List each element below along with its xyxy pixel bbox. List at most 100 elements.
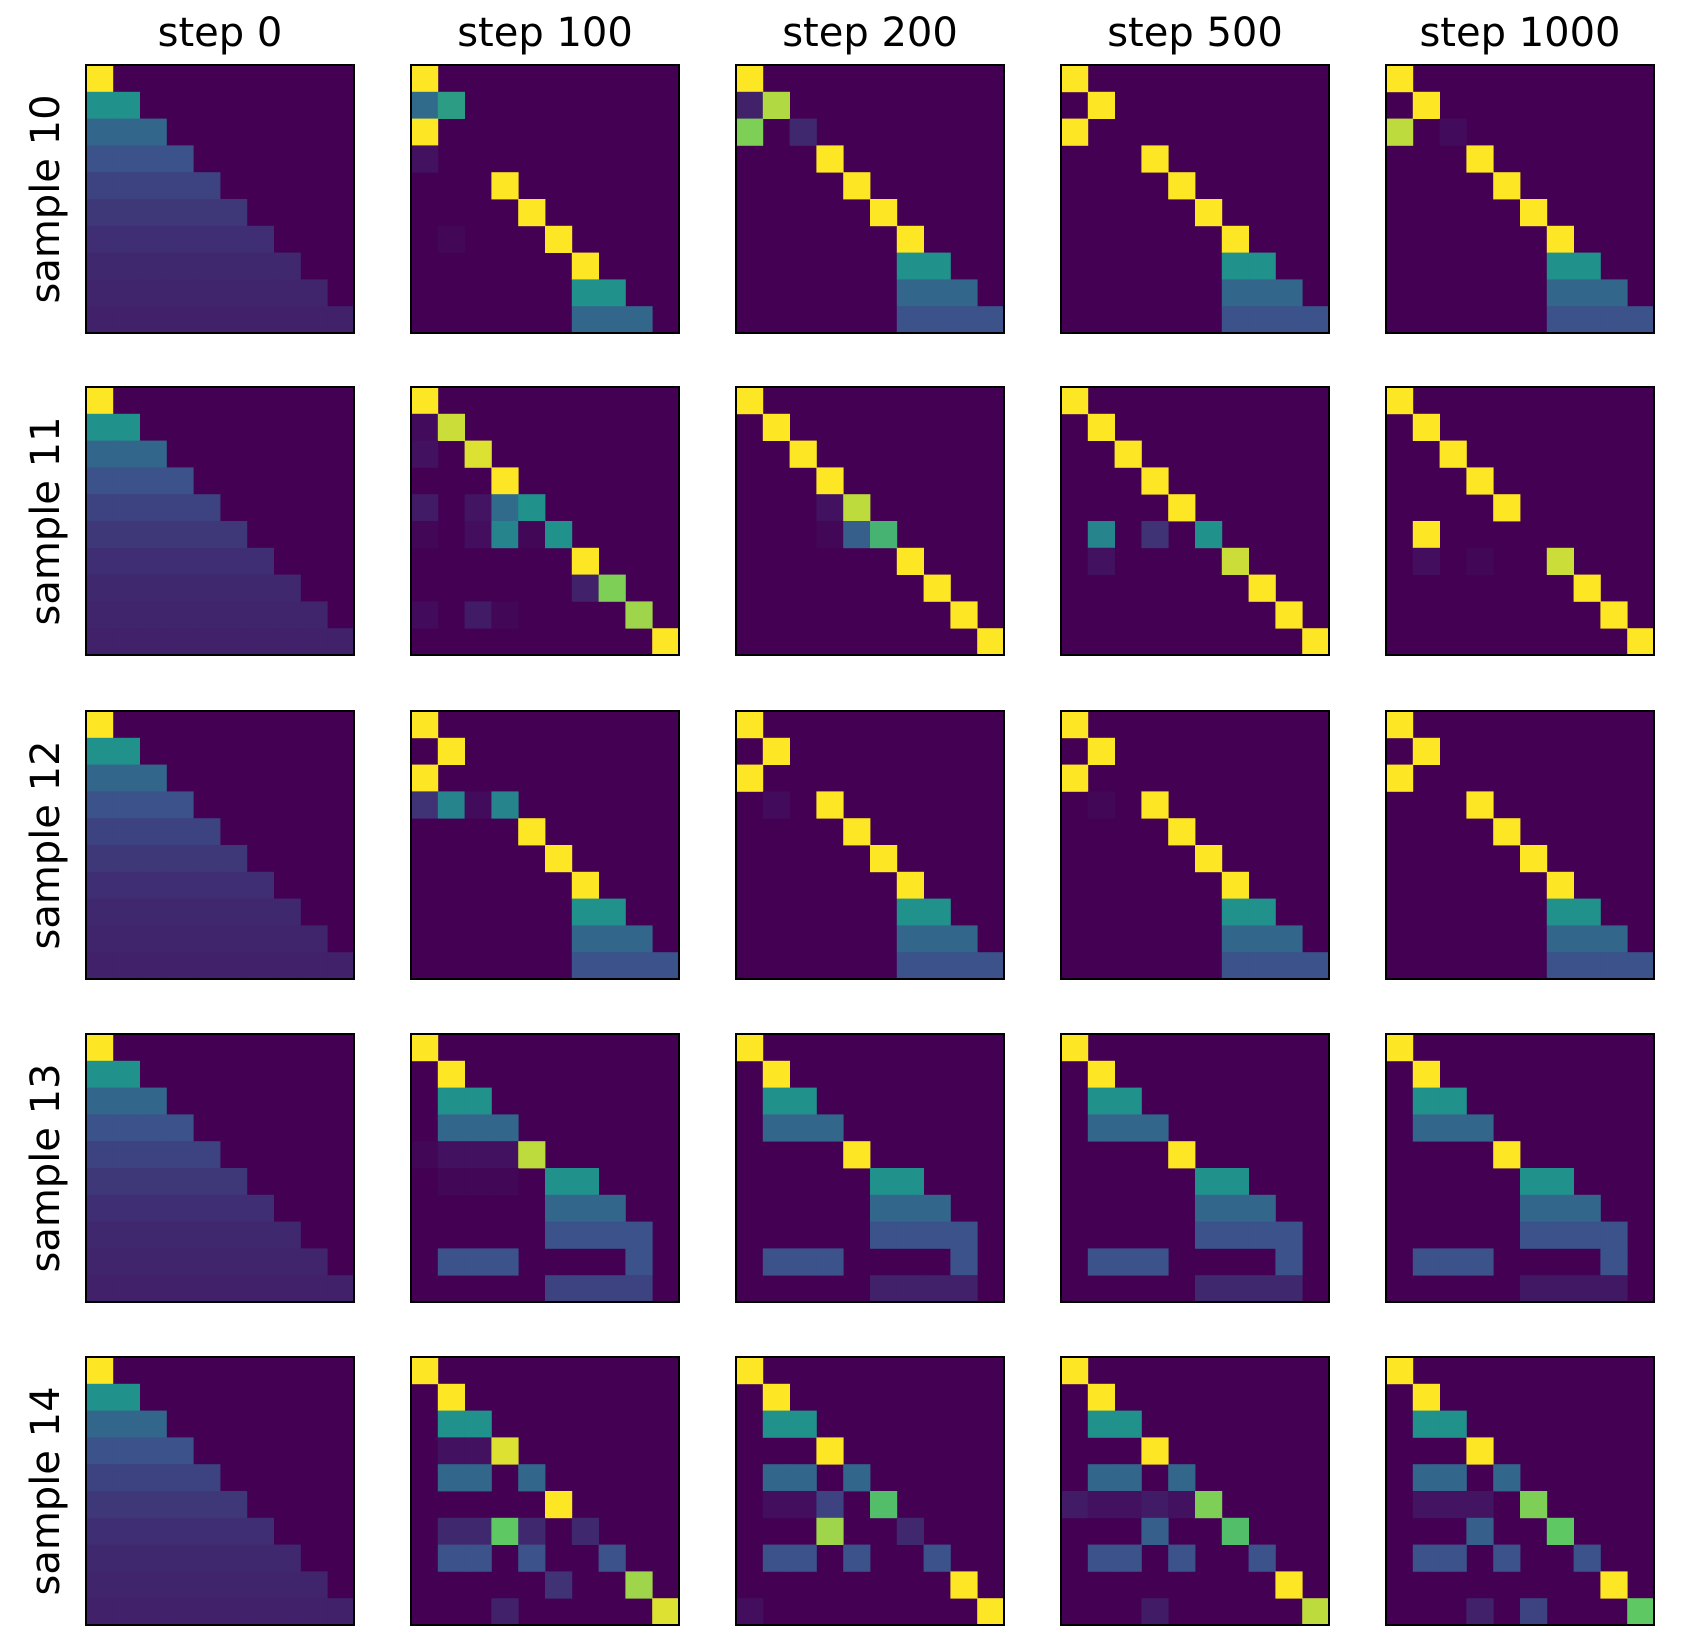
heatmap-cell xyxy=(112,601,140,629)
heatmap-cell xyxy=(139,440,167,468)
heatmap-cell xyxy=(652,952,680,980)
heatmap-cell xyxy=(896,925,924,953)
heatmap-cell xyxy=(870,1194,898,1222)
heatmap-cell xyxy=(139,1114,167,1142)
row-title: sample 14 xyxy=(23,1386,69,1595)
heatmap-cell xyxy=(193,1168,221,1196)
heatmap-cell xyxy=(950,1221,978,1249)
heatmap-cell xyxy=(1493,1464,1521,1492)
heatmap-cell xyxy=(166,601,194,629)
heatmap-cell xyxy=(273,601,301,629)
heatmap-cell xyxy=(491,1248,519,1276)
heatmap-cell xyxy=(193,818,221,846)
heatmap-cell xyxy=(112,547,140,575)
heatmap-cell xyxy=(816,1517,844,1545)
heatmap-cell xyxy=(518,199,546,227)
heatmap-cell xyxy=(86,1491,114,1519)
heatmap-cell xyxy=(1168,818,1196,846)
heatmap-cell xyxy=(139,845,167,873)
heatmap-cell xyxy=(139,1194,167,1222)
heatmap-cell xyxy=(193,1275,221,1303)
heatmap-cell xyxy=(86,1114,114,1142)
heatmap-cell xyxy=(300,279,328,307)
heatmap-cell xyxy=(1600,1221,1628,1249)
heatmap-cell xyxy=(789,440,817,468)
heatmap-cell xyxy=(1221,1517,1249,1545)
heatmap-cell xyxy=(86,601,114,629)
heatmap-cell xyxy=(193,1248,221,1276)
heatmap-cell xyxy=(1195,1491,1223,1519)
heatmap-cell xyxy=(437,1383,465,1411)
heatmap-cell xyxy=(464,1464,492,1492)
heatmap-cell xyxy=(1195,1275,1223,1303)
heatmap-cell xyxy=(1573,898,1601,926)
heatmap-cell xyxy=(273,898,301,926)
heatmap-cell xyxy=(1573,1194,1601,1222)
heatmap-cell xyxy=(896,1168,924,1196)
heatmap-cell xyxy=(112,1248,140,1276)
heatmap-cell xyxy=(789,1248,817,1276)
heatmap-cell xyxy=(86,252,114,280)
heatmap-cell xyxy=(1087,1410,1115,1438)
heatmap-cell xyxy=(246,628,274,656)
heatmap-cell xyxy=(112,1383,140,1411)
heatmap-cell xyxy=(1412,1383,1440,1411)
heatmap-cell xyxy=(1221,952,1249,980)
heatmap-cell xyxy=(86,1034,114,1062)
heatmap-cell xyxy=(139,818,167,846)
heatmap-cell xyxy=(193,1221,221,1249)
heatmap-cell xyxy=(86,1221,114,1249)
heatmap-cell xyxy=(193,871,221,899)
heatmap-cell xyxy=(86,1060,114,1088)
heatmap-cell xyxy=(571,1221,599,1249)
heatmap-cell xyxy=(1141,467,1169,495)
heatmap-cell xyxy=(112,791,140,819)
heatmap-cell xyxy=(273,925,301,953)
heatmap-cell xyxy=(112,199,140,227)
heatmap-cell xyxy=(86,711,114,739)
heatmap-panel xyxy=(410,64,680,334)
heatmap-cell xyxy=(625,306,653,334)
heatmap-cell xyxy=(464,1517,492,1545)
heatmap-cell xyxy=(112,1598,140,1626)
heatmap-cell xyxy=(112,1275,140,1303)
heatmap-cell xyxy=(816,1437,844,1465)
heatmap-cell xyxy=(571,574,599,602)
heatmap-cell xyxy=(139,925,167,953)
heatmap-cell xyxy=(1061,764,1089,792)
heatmap-cell xyxy=(625,925,653,953)
heatmap-cell xyxy=(1439,1544,1467,1572)
heatmap-cell xyxy=(246,279,274,307)
heatmap-cell xyxy=(112,1437,140,1465)
panel-frame xyxy=(410,386,680,656)
heatmap-cell xyxy=(1546,898,1574,926)
heatmap-cell xyxy=(1248,1194,1276,1222)
heatmap-cell xyxy=(139,1087,167,1115)
heatmap-cell xyxy=(112,574,140,602)
heatmap-cell xyxy=(220,306,248,334)
panel-frame xyxy=(1060,1356,1330,1626)
heatmap-cell xyxy=(1573,952,1601,980)
heatmap-cell xyxy=(112,1491,140,1519)
heatmap-cell xyxy=(896,952,924,980)
heatmap-cell xyxy=(273,952,301,980)
heatmap-cell xyxy=(246,306,274,334)
heatmap-cell xyxy=(1573,1275,1601,1303)
heatmap-cell xyxy=(139,1464,167,1492)
heatmap-cell xyxy=(923,925,951,953)
heatmap-cell xyxy=(300,952,328,980)
heatmap-panel xyxy=(1385,1356,1655,1626)
heatmap-cell xyxy=(843,172,871,200)
heatmap-cell xyxy=(246,547,274,575)
heatmap-cell xyxy=(950,601,978,629)
heatmap-cell xyxy=(166,1544,194,1572)
heatmap-cell xyxy=(736,387,764,415)
heatmap-cell xyxy=(112,1194,140,1222)
heatmap-cell xyxy=(112,818,140,846)
heatmap-cell xyxy=(112,1221,140,1249)
heatmap-cell xyxy=(411,145,439,173)
heatmap-cell xyxy=(437,225,465,253)
heatmap-cell xyxy=(166,628,194,656)
heatmap-cell xyxy=(1600,952,1628,980)
heatmap-cell xyxy=(193,252,221,280)
